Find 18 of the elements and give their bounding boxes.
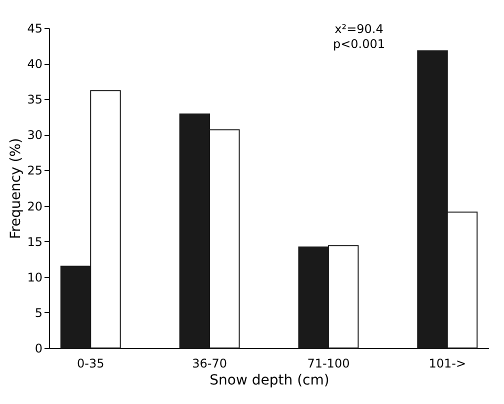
y-tick-label: 25 bbox=[27, 164, 42, 178]
y-axis-title: Frequency (%) bbox=[8, 138, 24, 240]
y-tick-label: 30 bbox=[27, 128, 42, 142]
annotation: x²=90.4 bbox=[334, 22, 384, 36]
y-tick-label: 5 bbox=[34, 306, 42, 320]
y-tick-label: 20 bbox=[27, 199, 42, 214]
x-tick-label: 101-> bbox=[428, 356, 466, 370]
y-tick-label: 40 bbox=[27, 57, 42, 72]
x-tick-label: 71-100 bbox=[307, 356, 350, 370]
x-axis-title: Snow depth (cm) bbox=[210, 372, 330, 388]
annotation: p<0.001 bbox=[332, 37, 386, 51]
x-tick-label: 36-70 bbox=[192, 356, 227, 370]
y-tick-label: 15 bbox=[27, 234, 42, 249]
y-tick-label: 35 bbox=[27, 92, 42, 107]
y-tick-label: 10 bbox=[27, 270, 42, 284]
y-tick-label: 0 bbox=[34, 342, 42, 356]
x-tick-label: 0-35 bbox=[77, 356, 104, 370]
y-tick-label: 45 bbox=[27, 22, 42, 36]
